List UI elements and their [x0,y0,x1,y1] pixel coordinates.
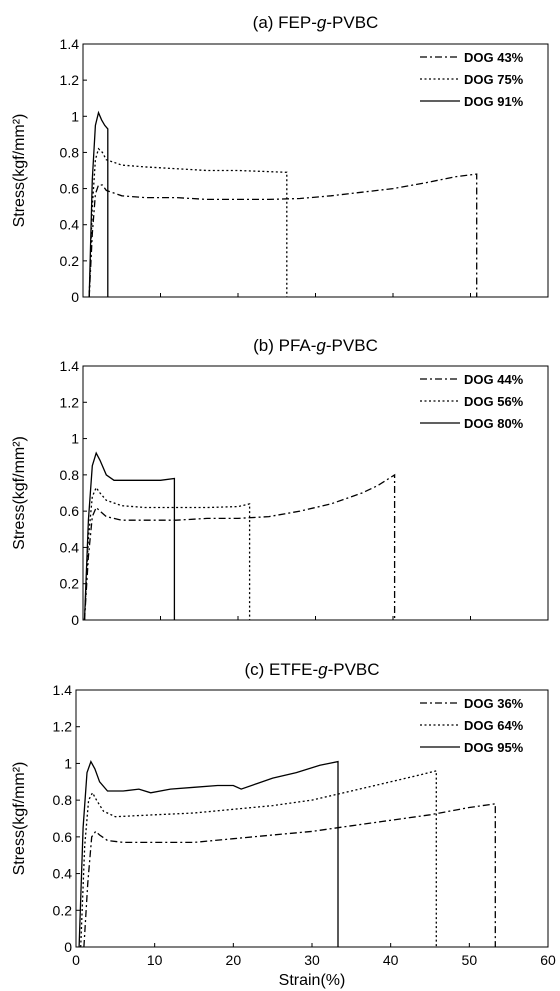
y-tick-label: 0.6 [60,503,80,519]
x-tick-label: 10 [147,952,163,968]
series-line [78,760,339,948]
y-tick-label: 0 [71,289,79,305]
x-tick-label: 40 [383,952,399,968]
y-tick-label: 1.2 [60,72,80,88]
y-tick-label: 0 [71,612,79,628]
legend-label: DOG 95% [464,740,524,755]
y-axis-label: Stress(kgf/mm²) [11,762,28,876]
y-tick-label: 1.4 [60,36,80,52]
legend-label: DOG 36% [464,696,524,711]
series-line [80,769,437,948]
y-tick-label: 0.8 [53,792,73,808]
panel-b-pfa-g-pvbc: (b) PFA-g-PVBC 0 0.2 0.4 0.6 0.8 1 1.2 1.4 Stress… [11,336,549,628]
x-tick-label: 50 [462,952,478,968]
y-tick-label: 0.2 [60,576,80,592]
x-axis-label: Strain(%) [279,972,346,989]
y-tick-label: 0 [64,939,72,955]
legend-label: DOG 80% [464,416,524,431]
series-line [88,147,288,298]
y-tick-label: 1.4 [60,358,80,374]
legend-label: DOG 64% [464,718,524,733]
panel-title: (a) FEP-g-PVBC [253,13,379,32]
series-line [83,473,396,621]
y-tick-label: 1.2 [60,394,80,410]
panel-title: (c) ETFE-g-PVBC [244,660,379,679]
y-axis-label: Stress(kgf/mm²) [11,114,28,228]
y-tick-label: 1.4 [53,682,73,698]
y-tick-label: 0.6 [53,829,73,845]
series-line [88,173,478,298]
panel-a-fep-g-pvbc: (a) FEP-g-PVBC 0 0.2 0.4 0.6 0.8 1 1.2 1.4 Stress… [11,13,549,305]
y-tick-label: 1 [71,431,79,447]
y-tick-label: 0.2 [53,902,73,918]
y-tick-label: 0.4 [60,539,80,555]
y-tick-label: 0.4 [60,217,80,233]
x-tick-label: 30 [304,952,320,968]
series-line [83,803,496,948]
series-line [83,486,251,621]
legend-label: DOG 75% [464,72,524,87]
y-tick-label: 0.2 [60,253,80,269]
y-tick-label: 0.8 [60,144,80,160]
y-tick-label: 0.6 [60,181,80,197]
y-axis-label: Stress(kgf/mm²) [11,436,28,550]
y-tick-label: 0.8 [60,467,80,483]
series-line [83,451,176,621]
legend-label: DOG 44% [464,372,524,387]
legend-label: DOG 91% [464,94,524,109]
legend-label: DOG 56% [464,394,524,409]
y-tick-label: 1 [64,755,72,771]
y-tick-label: 1.2 [53,719,73,735]
legend-label: DOG 43% [464,50,524,65]
series-line [88,110,109,298]
x-tick-label: 0 [72,952,80,968]
x-tick-label: 20 [226,952,242,968]
y-tick-label: 0.4 [53,866,73,882]
panel-c-etfe-g-pvbc: (c) ETFE-g-PVBC 0 0.2 0.4 0.6 0.8 1 1.2 1.4 0 10 20… [11,660,556,989]
panel-title: (b) PFA-g-PVBC [253,336,378,355]
y-tick-label: 1 [71,108,79,124]
x-tick-label: 60 [540,952,556,968]
